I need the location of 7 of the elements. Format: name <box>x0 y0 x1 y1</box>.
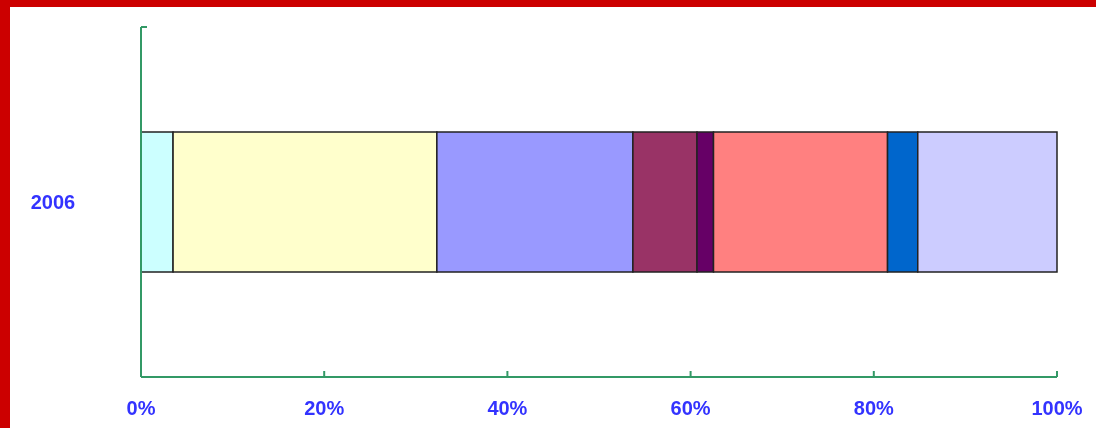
x-tick-label: 60% <box>670 397 711 419</box>
y-tick-label: 2006 <box>30 191 76 213</box>
x-tick-label: 80% <box>853 397 895 419</box>
x-tick-label: 20% <box>304 397 345 419</box>
x-tick-label: 100% <box>1031 397 1083 419</box>
x-tick-label: 0% <box>126 397 156 419</box>
x-tick-label: 40% <box>487 397 528 419</box>
